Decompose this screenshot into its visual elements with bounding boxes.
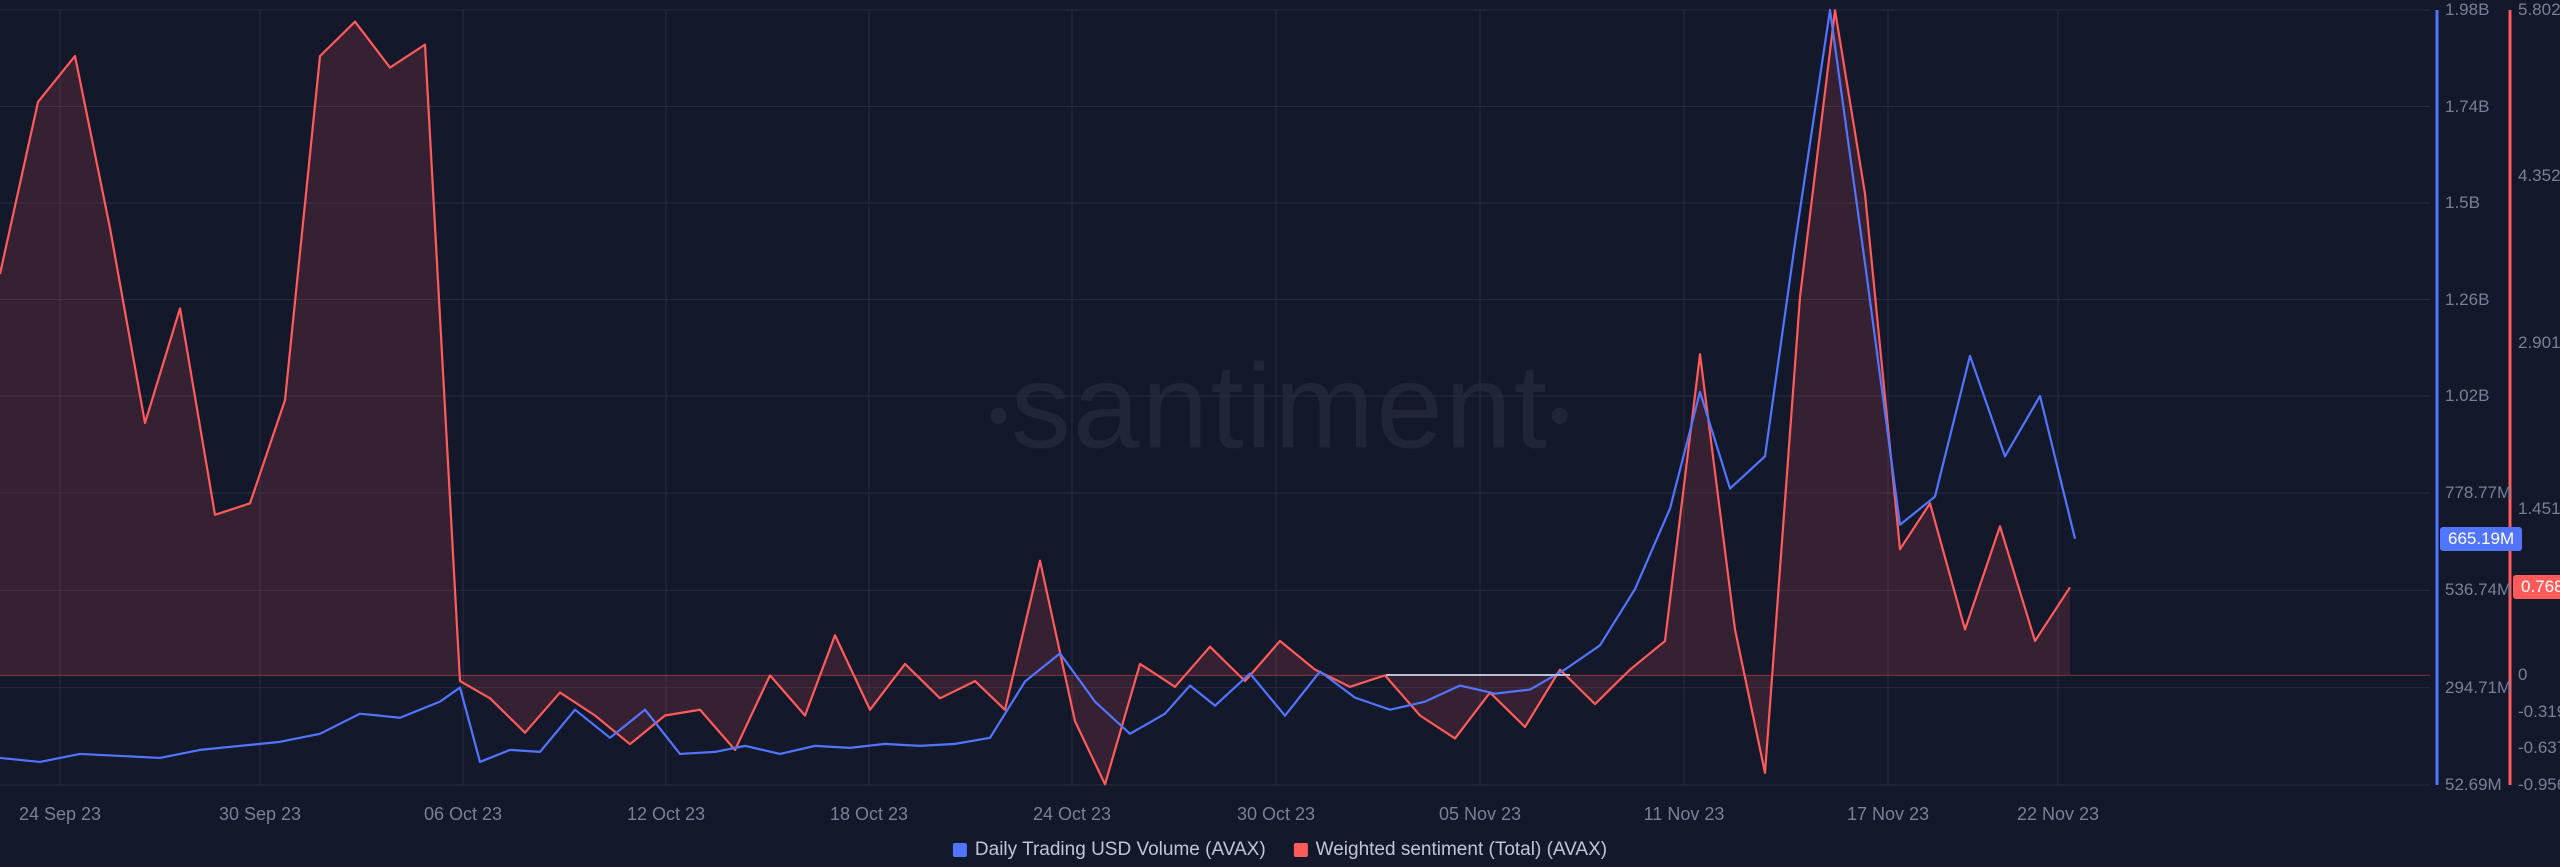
x-axis-tick-label: 24 Oct 23 [1033,804,1111,825]
y-axis-left-tick-label: 52.69M [2445,775,2502,795]
x-axis-tick-label: 12 Oct 23 [627,804,705,825]
y-axis-left-tick-label: 1.98B [2445,0,2489,20]
x-axis-tick-label: 30 Sep 23 [219,804,301,825]
y-axis-right-tick-label: -0.637 [2518,738,2560,758]
x-axis-tick-label: 17 Nov 23 [1847,804,1929,825]
y-axis-left-tick-label: 1.02B [2445,386,2489,406]
y-axis-left-tick-label: 294.71M [2445,678,2511,698]
y-axis-left-tick-label: 536.74M [2445,580,2511,600]
legend: Daily Trading USD Volume (AVAX) Weighted … [953,839,1607,861]
x-axis-tick-label: 30 Oct 23 [1237,804,1315,825]
legend-item[interactable]: Daily Trading USD Volume (AVAX) [953,839,1266,861]
y-axis-right-tick-label: 5.802 [2518,0,2560,20]
y-axis-right-tick-label: 2.901 [2518,333,2560,353]
x-axis-tick-label: 18 Oct 23 [830,804,908,825]
y-axis-left-tick-label: 1.5B [2445,193,2480,213]
x-axis-tick-label: 24 Sep 23 [19,804,101,825]
legend-swatch [1294,843,1308,857]
right-axis-value-tag: 0.768 [2513,575,2560,599]
y-axis-right-tick-label: -0.319 [2518,702,2560,722]
legend-item[interactable]: Weighted sentiment (Total) (AVAX) [1294,839,1607,861]
chart-svg[interactable] [0,0,2560,867]
y-axis-left-tick-label: 1.74B [2445,97,2489,117]
chart-container: •santiment• 24 Sep 2330 Sep 2306 Oct 231… [0,0,2560,867]
y-axis-left-tick-label: 778.77M [2445,483,2511,503]
left-axis-value-tag: 665.19M [2440,527,2522,551]
y-axis-right-tick-label: 4.352 [2518,166,2560,186]
x-axis-tick-label: 22 Nov 23 [2017,804,2099,825]
legend-swatch [953,843,967,857]
legend-label: Weighted sentiment (Total) (AVAX) [1316,839,1607,861]
y-axis-right-tick-label: 0 [2518,665,2527,685]
legend-label: Daily Trading USD Volume (AVAX) [975,839,1266,861]
y-axis-left-tick-label: 1.26B [2445,290,2489,310]
y-axis-right-tick-label: 1.451 [2518,499,2560,519]
y-axis-right-tick-label: -0.956 [2518,775,2560,795]
x-axis-tick-label: 11 Nov 23 [1644,804,1725,825]
x-axis-tick-label: 06 Oct 23 [424,804,502,825]
x-axis-tick-label: 05 Nov 23 [1439,804,1521,825]
